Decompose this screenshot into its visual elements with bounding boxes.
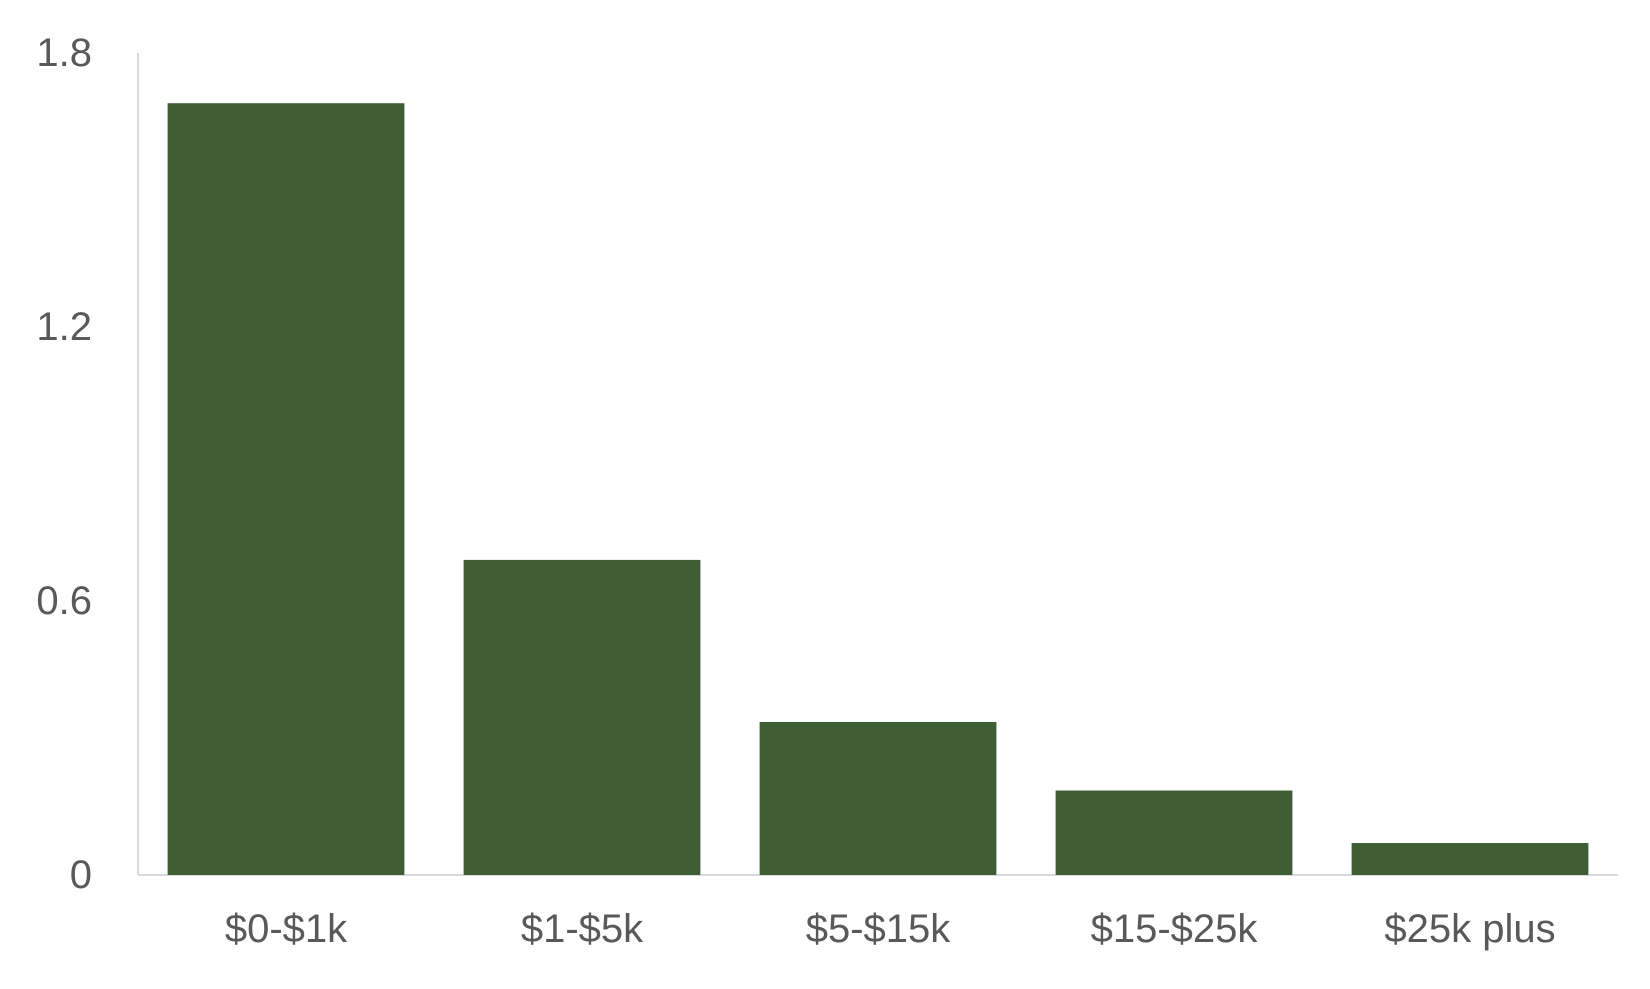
- bar: [463, 559, 701, 875]
- bar: [1351, 843, 1589, 875]
- y-axis: 0 0.6 1.2 1.8: [36, 31, 139, 897]
- x-tick-label: $5-$15k: [806, 907, 952, 951]
- x-tick-label: $15-$25k: [1091, 907, 1259, 951]
- y-tick-label: 1.8: [36, 31, 92, 75]
- bar: [167, 103, 405, 875]
- x-tick-label: $0-$1k: [225, 907, 348, 951]
- y-tick-label: 0.6: [36, 579, 92, 623]
- bars: [167, 103, 1589, 875]
- y-tick-label: 0: [70, 853, 92, 897]
- x-tick-label: $25k plus: [1384, 907, 1555, 951]
- bar: [759, 722, 997, 875]
- y-tick-label: 1.2: [36, 305, 92, 349]
- x-tick-labels: $0-$1k $1-$5k $5-$15k $15-$25k $25k plus: [225, 907, 1556, 951]
- x-tick-label: $1-$5k: [521, 907, 644, 951]
- bar: [1055, 790, 1293, 875]
